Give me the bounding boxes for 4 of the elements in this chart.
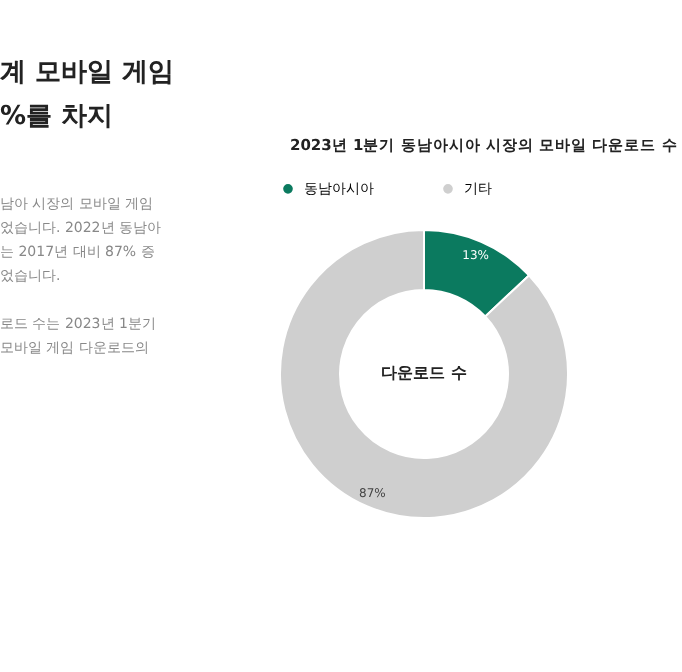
donut-slice: [279, 229, 569, 519]
text: 다운로드 수: [381, 364, 467, 382]
text: 계 모바일 게임: [0, 58, 175, 88]
text: %를 차지: [0, 102, 114, 132]
